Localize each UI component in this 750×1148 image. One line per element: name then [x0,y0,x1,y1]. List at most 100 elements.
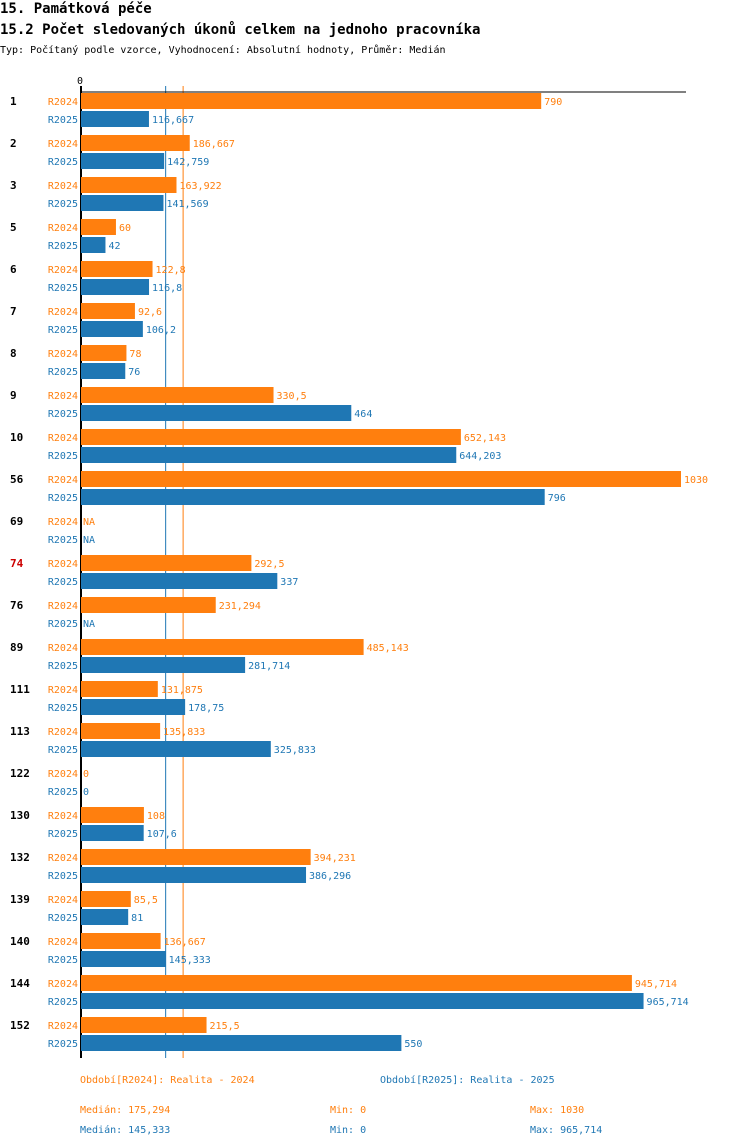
bar-r2025-9 [81,405,352,421]
value-label-r2024-3: 163,922 [179,181,221,192]
series-label-r2024-8: R2024 [48,349,78,360]
category-label-7: 7 [10,305,17,318]
category-label-152: 152 [10,1019,30,1032]
value-label-r2024-6: 122,8 [156,265,186,276]
value-label-r2025-122: 0 [83,787,89,798]
series-label-r2024-2: R2024 [48,139,78,150]
value-label-r2024-5: 60 [119,223,131,234]
category-label-10: 10 [10,431,23,444]
value-label-r2024-89: 485,143 [367,643,409,654]
value-label-r2024-10: 652,143 [464,433,506,444]
value-label-r2025-89: 281,714 [248,661,290,672]
series-label-r2025-111: R2025 [48,703,78,714]
series-label-r2024-140: R2024 [48,937,78,948]
series-label-r2024-130: R2024 [48,811,78,822]
bar-r2025-1 [81,111,149,127]
series-label-r2024-144: R2024 [48,979,78,990]
bar-r2025-113 [81,741,271,757]
bar-r2024-2 [81,135,190,151]
series-label-r2025-76: R2025 [48,619,78,630]
bar-r2025-3 [81,195,164,211]
bar-r2025-144 [81,993,644,1009]
series-label-r2025-1: R2025 [48,115,78,126]
value-label-r2025-130: 107,6 [147,829,177,840]
series-label-r2025-140: R2025 [48,955,78,966]
series-label-r2024-3: R2024 [48,181,78,192]
series-label-r2025-122: R2025 [48,787,78,798]
value-label-r2024-140: 136,667 [164,937,206,948]
bar-r2024-130 [81,807,144,823]
series-label-r2024-111: R2024 [48,685,78,696]
series-label-r2024-56: R2024 [48,475,78,486]
bar-r2024-10 [81,429,461,445]
series-label-r2025-10: R2025 [48,451,78,462]
value-label-r2024-1: 790 [544,97,562,108]
category-label-140: 140 [10,935,30,948]
series-label-r2024-113: R2024 [48,727,78,738]
min-r2025: Min: 0 [330,1125,367,1136]
value-label-r2024-144: 945,714 [635,979,677,990]
value-label-r2025-56: 796 [548,493,566,504]
value-label-r2025-132: 386,296 [309,871,351,882]
series-label-r2024-89: R2024 [48,643,78,654]
category-label-76: 76 [10,599,24,612]
value-label-r2025-140: 145,333 [169,955,211,966]
value-label-r2024-69: NA [83,517,95,528]
bar-r2024-5 [81,219,116,235]
bar-r2024-113 [81,723,161,739]
min-r2024: Min: 0 [330,1105,367,1116]
value-label-r2025-10: 644,203 [459,451,501,462]
series-label-r2025-152: R2025 [48,1039,78,1050]
bar-r2024-6 [81,261,153,277]
category-label-144: 144 [10,977,30,990]
value-label-r2024-130: 108 [147,811,165,822]
series-label-r2024-76: R2024 [48,601,78,612]
bar-r2024-1 [81,93,542,109]
max-r2025: Max: 965,714 [530,1125,603,1136]
series-label-r2025-7: R2025 [48,325,78,336]
bar-r2024-111 [81,681,158,697]
category-label-89: 89 [10,641,23,654]
chart-meta: Typ: Počítaný podle vzorce, Vyhodnocení:… [0,45,446,56]
category-label-3: 3 [10,179,17,192]
category-label-1: 1 [10,95,17,108]
series-label-r2025-113: R2025 [48,745,78,756]
median-r2025: Medián: 145,333 [80,1125,171,1136]
category-label-74: 74 [10,557,24,570]
series-label-r2025-2: R2025 [48,157,78,168]
category-label-113: 113 [10,725,30,738]
bar-r2024-3 [81,177,177,193]
category-label-5: 5 [10,221,17,234]
bar-r2025-140 [81,951,166,967]
bar-r2025-89 [81,657,246,673]
series-label-r2024-139: R2024 [48,895,78,906]
series-label-r2025-89: R2025 [48,661,78,672]
value-label-r2025-111: 178,75 [188,703,224,714]
value-label-r2024-152: 215,5 [210,1021,240,1032]
bar-r2024-74 [81,555,252,571]
category-label-9: 9 [10,389,17,402]
series-label-r2025-9: R2025 [48,409,78,420]
category-label-8: 8 [10,347,17,360]
series-label-r2024-9: R2024 [48,391,78,402]
series-label-r2025-74: R2025 [48,577,78,588]
value-label-r2024-139: 85,5 [134,895,158,906]
bar-r2024-139 [81,891,131,907]
bar-r2024-144 [81,975,632,991]
series-label-r2024-1: R2024 [48,97,78,108]
category-label-69: 69 [10,515,23,528]
value-label-r2024-2: 186,667 [193,139,235,150]
series-label-r2024-132: R2024 [48,853,78,864]
value-label-r2024-111: 131,875 [161,685,203,696]
bar-r2025-8 [81,363,126,379]
series-label-r2025-56: R2025 [48,493,78,504]
bar-r2025-132 [81,867,307,883]
series-label-r2025-3: R2025 [48,199,78,210]
bar-r2024-152 [81,1017,207,1033]
bar-r2024-89 [81,639,364,655]
bar-r2025-152 [81,1035,402,1051]
bar-r2025-5 [81,237,106,253]
bar-r2025-56 [81,489,545,505]
bar-r2024-140 [81,933,161,949]
